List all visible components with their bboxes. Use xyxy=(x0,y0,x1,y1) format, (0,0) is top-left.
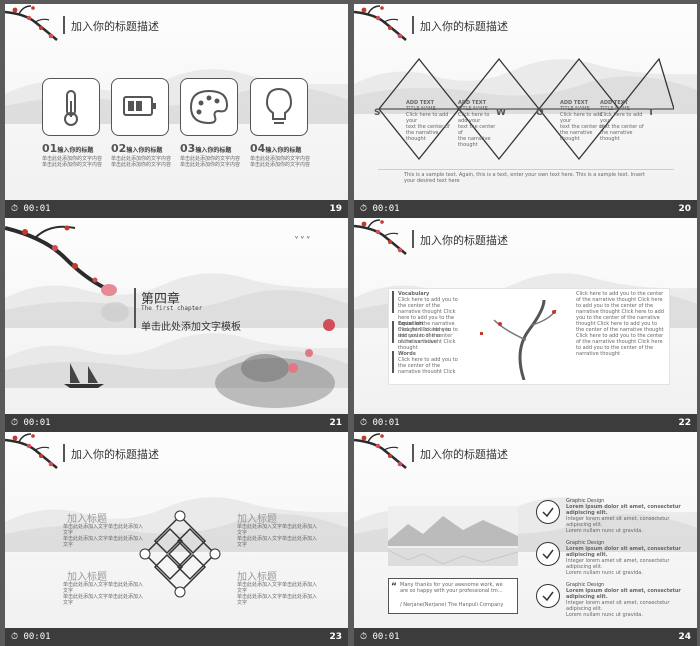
item-title: 02输入你的标题 xyxy=(111,142,163,155)
lotus-icon xyxy=(101,284,129,322)
palette-icon xyxy=(180,78,238,136)
timer: ⏱ 00:01 xyxy=(360,632,400,642)
slide-footer: ⏱ 00:01 21 xyxy=(5,414,348,432)
boat-icon xyxy=(64,363,104,388)
slide-number: 24 xyxy=(678,632,691,642)
slide-20: 加入你的标题描述 S W O T ADD TEXT TITLE NAME Click… xyxy=(354,4,697,200)
landscape-photo xyxy=(388,506,518,566)
swot-letter: S xyxy=(374,108,381,118)
block-title: 加入标题 xyxy=(67,514,107,525)
item-title: 04输入你的标题 xyxy=(250,142,302,155)
check-icon xyxy=(536,584,560,608)
item-text: 单击此处添加你的文字内容 单击此处添加你的文字内容 xyxy=(42,156,103,168)
slide-number: 22 xyxy=(678,418,691,428)
label-block: Words Click here to add you to the center… xyxy=(398,351,458,373)
feature-item: Graphic Design Lorem ipsum dolor sit amet… xyxy=(566,540,681,576)
slide-24: 加入你的标题描述 “ Many thanks for your awesome … xyxy=(354,432,697,628)
item-title: 01输入你的标题 xyxy=(42,142,94,155)
plum-ink-painting xyxy=(480,299,557,380)
timer: ⏱ 00:01 xyxy=(360,204,400,214)
slide-22: 加入你的标题描述 Vocabulary Click here to add you… xyxy=(354,218,697,414)
slide-number: 19 xyxy=(329,204,342,214)
slide-title: 加入你的标题描述 xyxy=(71,448,159,461)
quote-text: Many thanks for your awesome work, we ar… xyxy=(400,582,503,594)
block-text: 单击此处添加入文字单击此处添加入文字 单击此处添加入文字单击此处添加入文字 xyxy=(237,524,318,548)
timer: ⏱ 00:01 xyxy=(11,418,51,428)
slide-thumb-22[interactable]: 加入你的标题描述 Vocabulary Click here to add you… xyxy=(354,218,697,432)
label-block: Vocabulary Click here to add you to the c… xyxy=(398,291,458,351)
swot-letter: O xyxy=(536,108,544,118)
label-block: Equation Click here to add you to the cen… xyxy=(398,321,458,343)
slide-thumb-20[interactable]: 加入你的标题描述 S W O T ADD TEXT TITLE NAME Click… xyxy=(354,4,697,218)
feature-item: Graphic Design Lorem ipsum dolor sit amet… xyxy=(566,498,681,534)
slide-footer: ⏱ 00:01 20 xyxy=(354,200,697,218)
block-title: 加入标题 xyxy=(237,572,277,583)
slide-number: 21 xyxy=(329,418,342,428)
slide-23: 加入你的标题描述 加入标题 单击此处添加入文字单击此处添加入文字 单击此处添加入文… xyxy=(5,432,348,628)
swot-box: ADD TEXT TITLE NAME Click here to add your… xyxy=(458,100,496,148)
slide-thumb-21[interactable]: 第四章 The first chapter 单击此处添加文字模板 ᵛ ᵛ ᵛ ⏱… xyxy=(5,218,348,432)
caption: This is a sample text. Again, this is a … xyxy=(404,172,646,184)
swot-letter: T xyxy=(648,108,655,118)
item-title: 03输入你的标题 xyxy=(180,142,232,155)
thermometer-icon xyxy=(42,78,100,136)
slide-thumb-19[interactable]: 加入你的标题描述 01输入你的标题 单击此处添加你的文字内容 单击此处添加你的文字… xyxy=(5,4,348,218)
block-title: 加入标题 xyxy=(237,514,277,525)
timer: ⏱ 00:01 xyxy=(11,632,51,642)
swot-diagram xyxy=(378,57,674,161)
item-text: 单击此处添加你的文字内容 单击此处添加你的文字内容 xyxy=(250,156,311,168)
slide-number: 20 xyxy=(678,204,691,214)
slide-title: 加入你的标题描述 xyxy=(420,234,508,247)
quote-author: / Nerjane(Nerjane) The Hanpuli Company xyxy=(400,602,504,608)
swot-box: ADD TEXT TITLE NAME Click here to add your… xyxy=(406,100,450,142)
slide-number: 23 xyxy=(329,632,342,642)
swot-letter: W xyxy=(496,108,506,118)
item-text: 单击此处添加你的文字内容 单击此处添加你的文字内容 xyxy=(180,156,241,168)
right-paragraph: Click here to add you to the center of t… xyxy=(576,291,664,357)
slide-title: 加入你的标题描述 xyxy=(420,20,508,33)
feature-item: Graphic Design Lorem ipsum dolor sit amet… xyxy=(566,582,681,618)
slide-footer: ⏱ 00:01 24 xyxy=(354,628,697,646)
slide-19: 加入你的标题描述 01输入你的标题 单击此处添加你的文字内容 单击此处添加你的文字… xyxy=(5,4,348,200)
item-text: 单击此处添加你的文字内容 单击此处添加你的文字内容 xyxy=(111,156,172,168)
cycle-diagram xyxy=(139,510,221,598)
lotus-painting xyxy=(215,319,335,408)
lightbulb-icon xyxy=(250,78,308,136)
block-text: 单击此处添加入文字单击此处添加入文字 单击此处添加入文字单击此处添加入文字 xyxy=(63,582,144,606)
quote-icon: “ xyxy=(391,582,397,592)
plum-branch-icon xyxy=(5,225,106,290)
swot-box: ADD TEXT TITLE NAME Click here to add your… xyxy=(560,100,604,142)
birds-icon: ᵛ ᵛ ᵛ xyxy=(295,234,311,243)
slide-title: 加入你的标题描述 xyxy=(71,20,159,33)
timer: ⏱ 00:01 xyxy=(11,204,51,214)
slide-thumb-23[interactable]: 加入你的标题描述 加入标题 单击此处添加入文字单击此处添加入文字 单击此处添加入文… xyxy=(5,432,348,646)
block-text: 单击此处添加入文字单击此处添加入文字 单击此处添加入文字单击此处添加入文字 xyxy=(63,524,144,548)
block-title: 加入标题 xyxy=(67,572,107,583)
chapter-subtitle: 单击此处添加文字模板 xyxy=(141,322,241,333)
slide-21: 第四章 The first chapter 单击此处添加文字模板 ᵛ ᵛ ᵛ xyxy=(5,218,348,414)
timer: ⏱ 00:01 xyxy=(360,418,400,428)
slide-footer: ⏱ 00:01 19 xyxy=(5,200,348,218)
check-icon xyxy=(536,542,560,566)
battery-icon xyxy=(111,78,169,136)
check-icon xyxy=(536,500,560,524)
chapter-sub: The first chapter xyxy=(141,305,203,312)
swot-box: ADD TEXT TITLE NAME Click here to add your… xyxy=(600,100,644,142)
chapter-title: 第四章 xyxy=(141,292,181,307)
block-text: 单击此处添加入文字单击此处添加入文字 单击此处添加入文字单击此处添加入文字 xyxy=(237,582,318,606)
slide-title: 加入你的标题描述 xyxy=(420,448,508,461)
slide-footer: ⏱ 00:01 22 xyxy=(354,414,697,432)
slide-footer: ⏱ 00:01 23 xyxy=(5,628,348,646)
slide-thumb-24[interactable]: 加入你的标题描述 “ Many thanks for your awesome … xyxy=(354,432,697,646)
